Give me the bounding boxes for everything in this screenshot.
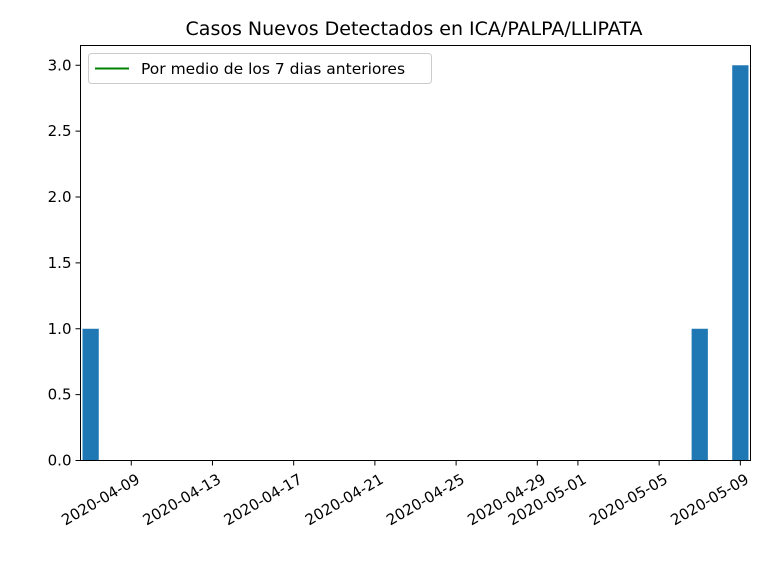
legend-box [88,53,432,84]
x-tick-label: 2020-04-17 [221,470,306,529]
x-tick-label: 2020-04-09 [58,470,143,529]
bar [691,328,708,461]
y-tick-label: 2.5 [48,122,72,140]
x-tick-label: 2020-04-25 [383,470,468,529]
y-tick-label: 1.5 [48,254,72,272]
bars-group [82,65,749,461]
y-tick-label: 2.0 [48,188,72,206]
bar [82,328,99,461]
legend-label: Por medio de los 7 dias anteriores [141,60,405,78]
y-tick-label: 3.0 [48,56,72,74]
y-tick-label: 0.5 [48,386,72,404]
y-tick-label: 1.0 [48,320,72,338]
x-axis: 2020-04-092020-04-132020-04-172020-04-21… [58,460,752,529]
y-axis: 0.0 0.5 1.0 1.5 2.0 2.5 3.0 [48,56,81,470]
y-tick-label: 0.0 [48,452,72,470]
legend: Por medio de los 7 dias anteriores [88,53,432,84]
chart-title: Casos Nuevos Detectados en ICA/PALPA/LLI… [186,18,643,40]
x-tick-label: 2020-04-21 [302,470,387,529]
x-tick-label: 2020-04-13 [140,470,225,529]
plot-frame [80,45,751,461]
bar [732,65,749,461]
x-tick-label: 2020-05-09 [667,470,752,529]
x-tick-label: 2020-05-05 [586,470,671,529]
